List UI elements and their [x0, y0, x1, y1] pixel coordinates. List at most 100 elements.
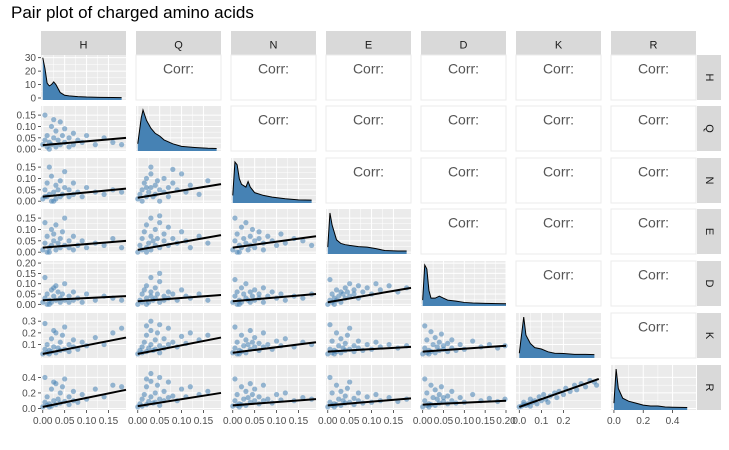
regression-line: [137, 391, 222, 408]
y-tick-label-H: 0: [30, 93, 36, 104]
scatter-point: [92, 334, 98, 341]
row-strip-D: [697, 261, 721, 306]
scatter-point: [51, 344, 57, 350]
scatter-point: [141, 391, 147, 398]
scatter-point: [327, 322, 333, 328]
scatter-point: [329, 291, 335, 297]
scatter-point: [101, 191, 107, 197]
density-area: [232, 162, 312, 203]
x-tick-label-N: 0.00: [223, 416, 243, 427]
scatter-point: [62, 324, 68, 330]
scatter-point: [178, 333, 185, 339]
scatter-point: [325, 351, 331, 357]
column-strip-K: [516, 31, 601, 57]
regression-line: [42, 388, 127, 408]
scatter-point: [148, 394, 154, 400]
scatter-point: [386, 283, 392, 289]
scatter-point: [137, 242, 143, 248]
scatter-point: [245, 247, 251, 253]
scatter-point: [432, 387, 438, 393]
scatter-point: [83, 291, 90, 297]
scatter-point: [157, 279, 163, 285]
scatter-point: [157, 270, 163, 276]
scatter-point: [148, 293, 154, 299]
scatter-point: [42, 112, 48, 118]
scatter-point: [342, 393, 348, 399]
scatter-point: [143, 376, 150, 382]
scatter-panel-R-K: [516, 365, 601, 410]
corr-panel-E-K: Corr:: [515, 208, 602, 255]
scatter-point: [238, 285, 245, 291]
scatter-point: [139, 344, 145, 350]
scatter-point: [241, 291, 247, 297]
corr-panel-H-R: Corr:: [610, 54, 697, 101]
scatter-point: [470, 338, 476, 344]
scatter-point: [582, 384, 589, 390]
scatter-point: [165, 289, 172, 295]
scatter-point: [53, 222, 59, 228]
scatter-point: [137, 191, 143, 197]
density-area: [519, 317, 595, 358]
corr-panel-E-R: Corr:: [610, 208, 697, 255]
regression-line: [327, 345, 412, 353]
scatter-point: [46, 249, 52, 255]
scatter-point: [243, 220, 249, 226]
corr-label: Corr:: [543, 164, 574, 180]
scatter-point: [527, 403, 533, 409]
scatter-point: [157, 402, 163, 408]
scatter-point: [205, 332, 211, 338]
scatter-point: [234, 339, 240, 345]
scatter-point: [252, 245, 258, 251]
regression-line: [42, 136, 127, 147]
scatter-point: [135, 249, 141, 255]
scatter-panel-N-H: [40, 158, 127, 204]
scatter-point: [241, 235, 247, 242]
scatter-point: [40, 247, 46, 253]
scatter-point: [161, 238, 167, 244]
scatter-point: [424, 390, 430, 396]
corr-panel-N-K: Corr:: [515, 157, 602, 204]
scatter-point: [351, 343, 357, 349]
y-tick-label-Q: 0.15: [17, 111, 37, 122]
regression-line: [42, 239, 127, 249]
corr-panel-bg: [515, 260, 602, 307]
scatter-point: [157, 213, 163, 219]
scatter-point: [101, 341, 107, 348]
corr-label: Corr:: [258, 112, 289, 128]
scatter-point: [536, 394, 542, 400]
scatter-point: [236, 249, 242, 255]
corr-label: Corr:: [448, 61, 479, 77]
scatter-point: [331, 301, 337, 307]
scatter-point: [143, 222, 150, 228]
scatter-point: [170, 339, 176, 345]
scatter-point: [59, 132, 66, 139]
scatter-point: [428, 329, 434, 335]
corr-panel-bg: [230, 105, 317, 152]
corr-panel-H-E: Corr:: [325, 54, 412, 101]
scatter-point: [57, 299, 63, 305]
scatter-point: [141, 229, 147, 235]
scatter-point: [232, 238, 238, 244]
scatter-point: [53, 182, 59, 188]
scatter-point: [44, 394, 50, 400]
scatter-point: [252, 238, 258, 244]
x-tick-label-H: 0.10: [77, 416, 97, 427]
corr-label: Corr:: [448, 112, 479, 128]
x-tick-label-R: 0.4: [666, 416, 680, 427]
corr-panel-bg: [325, 105, 412, 152]
corr-label: Corr:: [543, 215, 574, 231]
x-tick-label-N: 0.15: [289, 416, 309, 427]
regression-line: [137, 336, 222, 355]
corr-label: Corr:: [163, 61, 194, 77]
scatter-point: [152, 337, 158, 343]
x-tick-label-N: 0.10: [267, 416, 287, 427]
corr-panel-bg: [325, 54, 412, 101]
scatter-panel-D-N: [230, 261, 317, 307]
regression-line: [232, 293, 317, 303]
scatter-point: [66, 144, 72, 150]
scatter-point: [62, 126, 68, 132]
column-strip-label-E: E: [365, 40, 372, 52]
column-strip-H: [41, 31, 126, 57]
scatter-point: [545, 399, 551, 405]
